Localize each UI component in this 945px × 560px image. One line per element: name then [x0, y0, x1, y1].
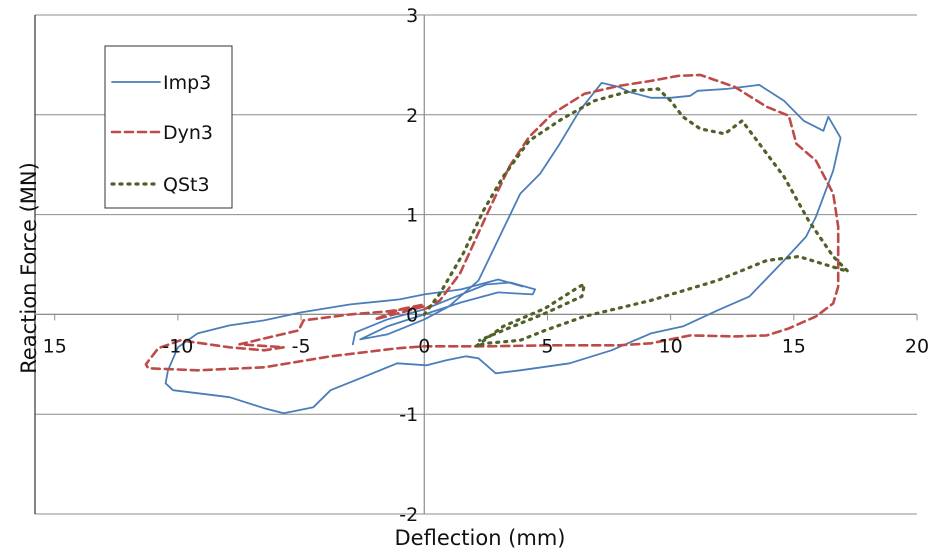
y-tick-label: 1: [406, 205, 418, 227]
x-tick-label: 15: [43, 335, 67, 357]
x-axis-title: Deflection (mm): [395, 526, 566, 550]
series-lines: [144, 73, 850, 415]
series-line-imp3: [164, 82, 842, 415]
legend-label-qst3: QSt3: [163, 174, 210, 196]
legend-label-imp3: Imp3: [163, 72, 211, 94]
y-tick-label: 2: [406, 105, 418, 127]
y-tick-label: -2: [399, 504, 418, 526]
y-tick-label: 0: [406, 304, 418, 326]
y-tick-label: -1: [399, 404, 418, 426]
legend-label-dyn3: Dyn3: [163, 122, 213, 144]
x-tick-label: -10: [162, 335, 193, 357]
x-tick-label: 20: [905, 335, 929, 357]
series-line-dyn3: [144, 73, 840, 372]
x-tick-label: 15: [782, 335, 806, 357]
x-tick-label: 5: [541, 335, 553, 357]
legend-box: [104, 45, 233, 209]
series-line-qst3: [422, 87, 850, 348]
y-tick-label: 3: [406, 5, 418, 27]
x-tick-label: -5: [292, 335, 311, 357]
legend: Imp3 Dyn3 QSt3: [104, 45, 233, 209]
axes: [34, 15, 918, 514]
y-axis-title: Reaction Force (MN): [17, 162, 41, 374]
x-tick-label: 0: [418, 335, 430, 357]
x-tick-label: 10: [659, 335, 683, 357]
